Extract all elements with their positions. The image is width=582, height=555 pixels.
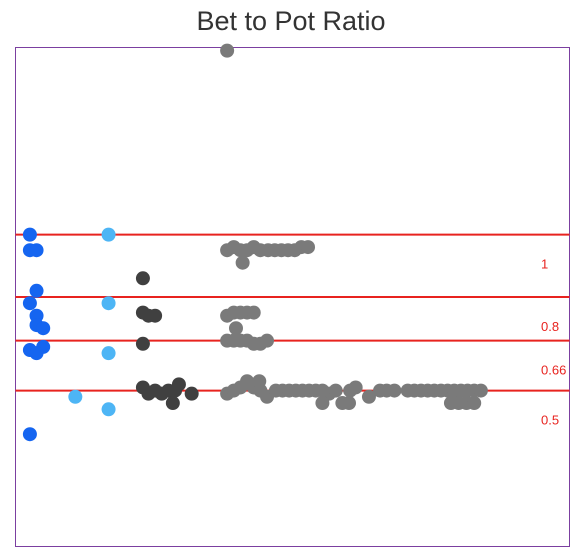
data-point-s0-7 <box>36 321 51 336</box>
data-point-s0-3 <box>29 283 44 298</box>
data-point-s0-4 <box>22 296 37 311</box>
data-point-s1-4 <box>101 402 116 417</box>
data-point-s2-0 <box>135 271 150 286</box>
data-point-s1-2 <box>68 389 83 404</box>
reference-lines: 1 0.8 0.66 0.5 <box>15 233 570 428</box>
reference-label-2: 0.66 <box>541 363 566 378</box>
data-point-s0-2 <box>29 243 44 258</box>
data-point-s2-12 <box>184 386 199 401</box>
data-point-s3-45 <box>315 396 330 411</box>
data-point-s3-50 <box>348 380 363 395</box>
data-point-s3-13 <box>301 240 316 255</box>
data-point-s3-0 <box>220 43 235 58</box>
reference-label-0: 1 <box>541 257 548 272</box>
data-point-s3-19 <box>246 305 261 320</box>
data-point-s3-54 <box>387 383 402 398</box>
data-point-s3-27 <box>260 333 275 348</box>
reference-label-3: 0.5 <box>541 413 559 428</box>
data-point-s0-10 <box>29 346 44 361</box>
data-point-s3-14 <box>235 255 250 270</box>
data-point-s3-46 <box>328 383 343 398</box>
data-point-s2-3 <box>148 308 163 323</box>
data-point-s1-1 <box>101 296 116 311</box>
data-point-s3-70 <box>467 396 482 411</box>
chart-title: Bet to Pot Ratio <box>196 6 386 36</box>
data-points <box>22 43 488 442</box>
data-point-s1-0 <box>101 227 116 242</box>
data-point-s0-11 <box>22 427 37 442</box>
reference-label-1: 0.8 <box>541 319 559 334</box>
data-point-s2-4 <box>135 336 150 351</box>
data-point-s1-3 <box>101 346 116 361</box>
data-point-s3-51 <box>361 389 376 404</box>
data-point-s3-20 <box>228 321 243 336</box>
data-point-s2-13 <box>165 396 180 411</box>
data-point-s2-11 <box>171 377 186 392</box>
data-point-s3-66 <box>473 383 488 398</box>
data-point-s0-0 <box>22 227 37 242</box>
data-point-s3-48 <box>342 396 357 411</box>
data-point-s3-35 <box>252 374 267 389</box>
